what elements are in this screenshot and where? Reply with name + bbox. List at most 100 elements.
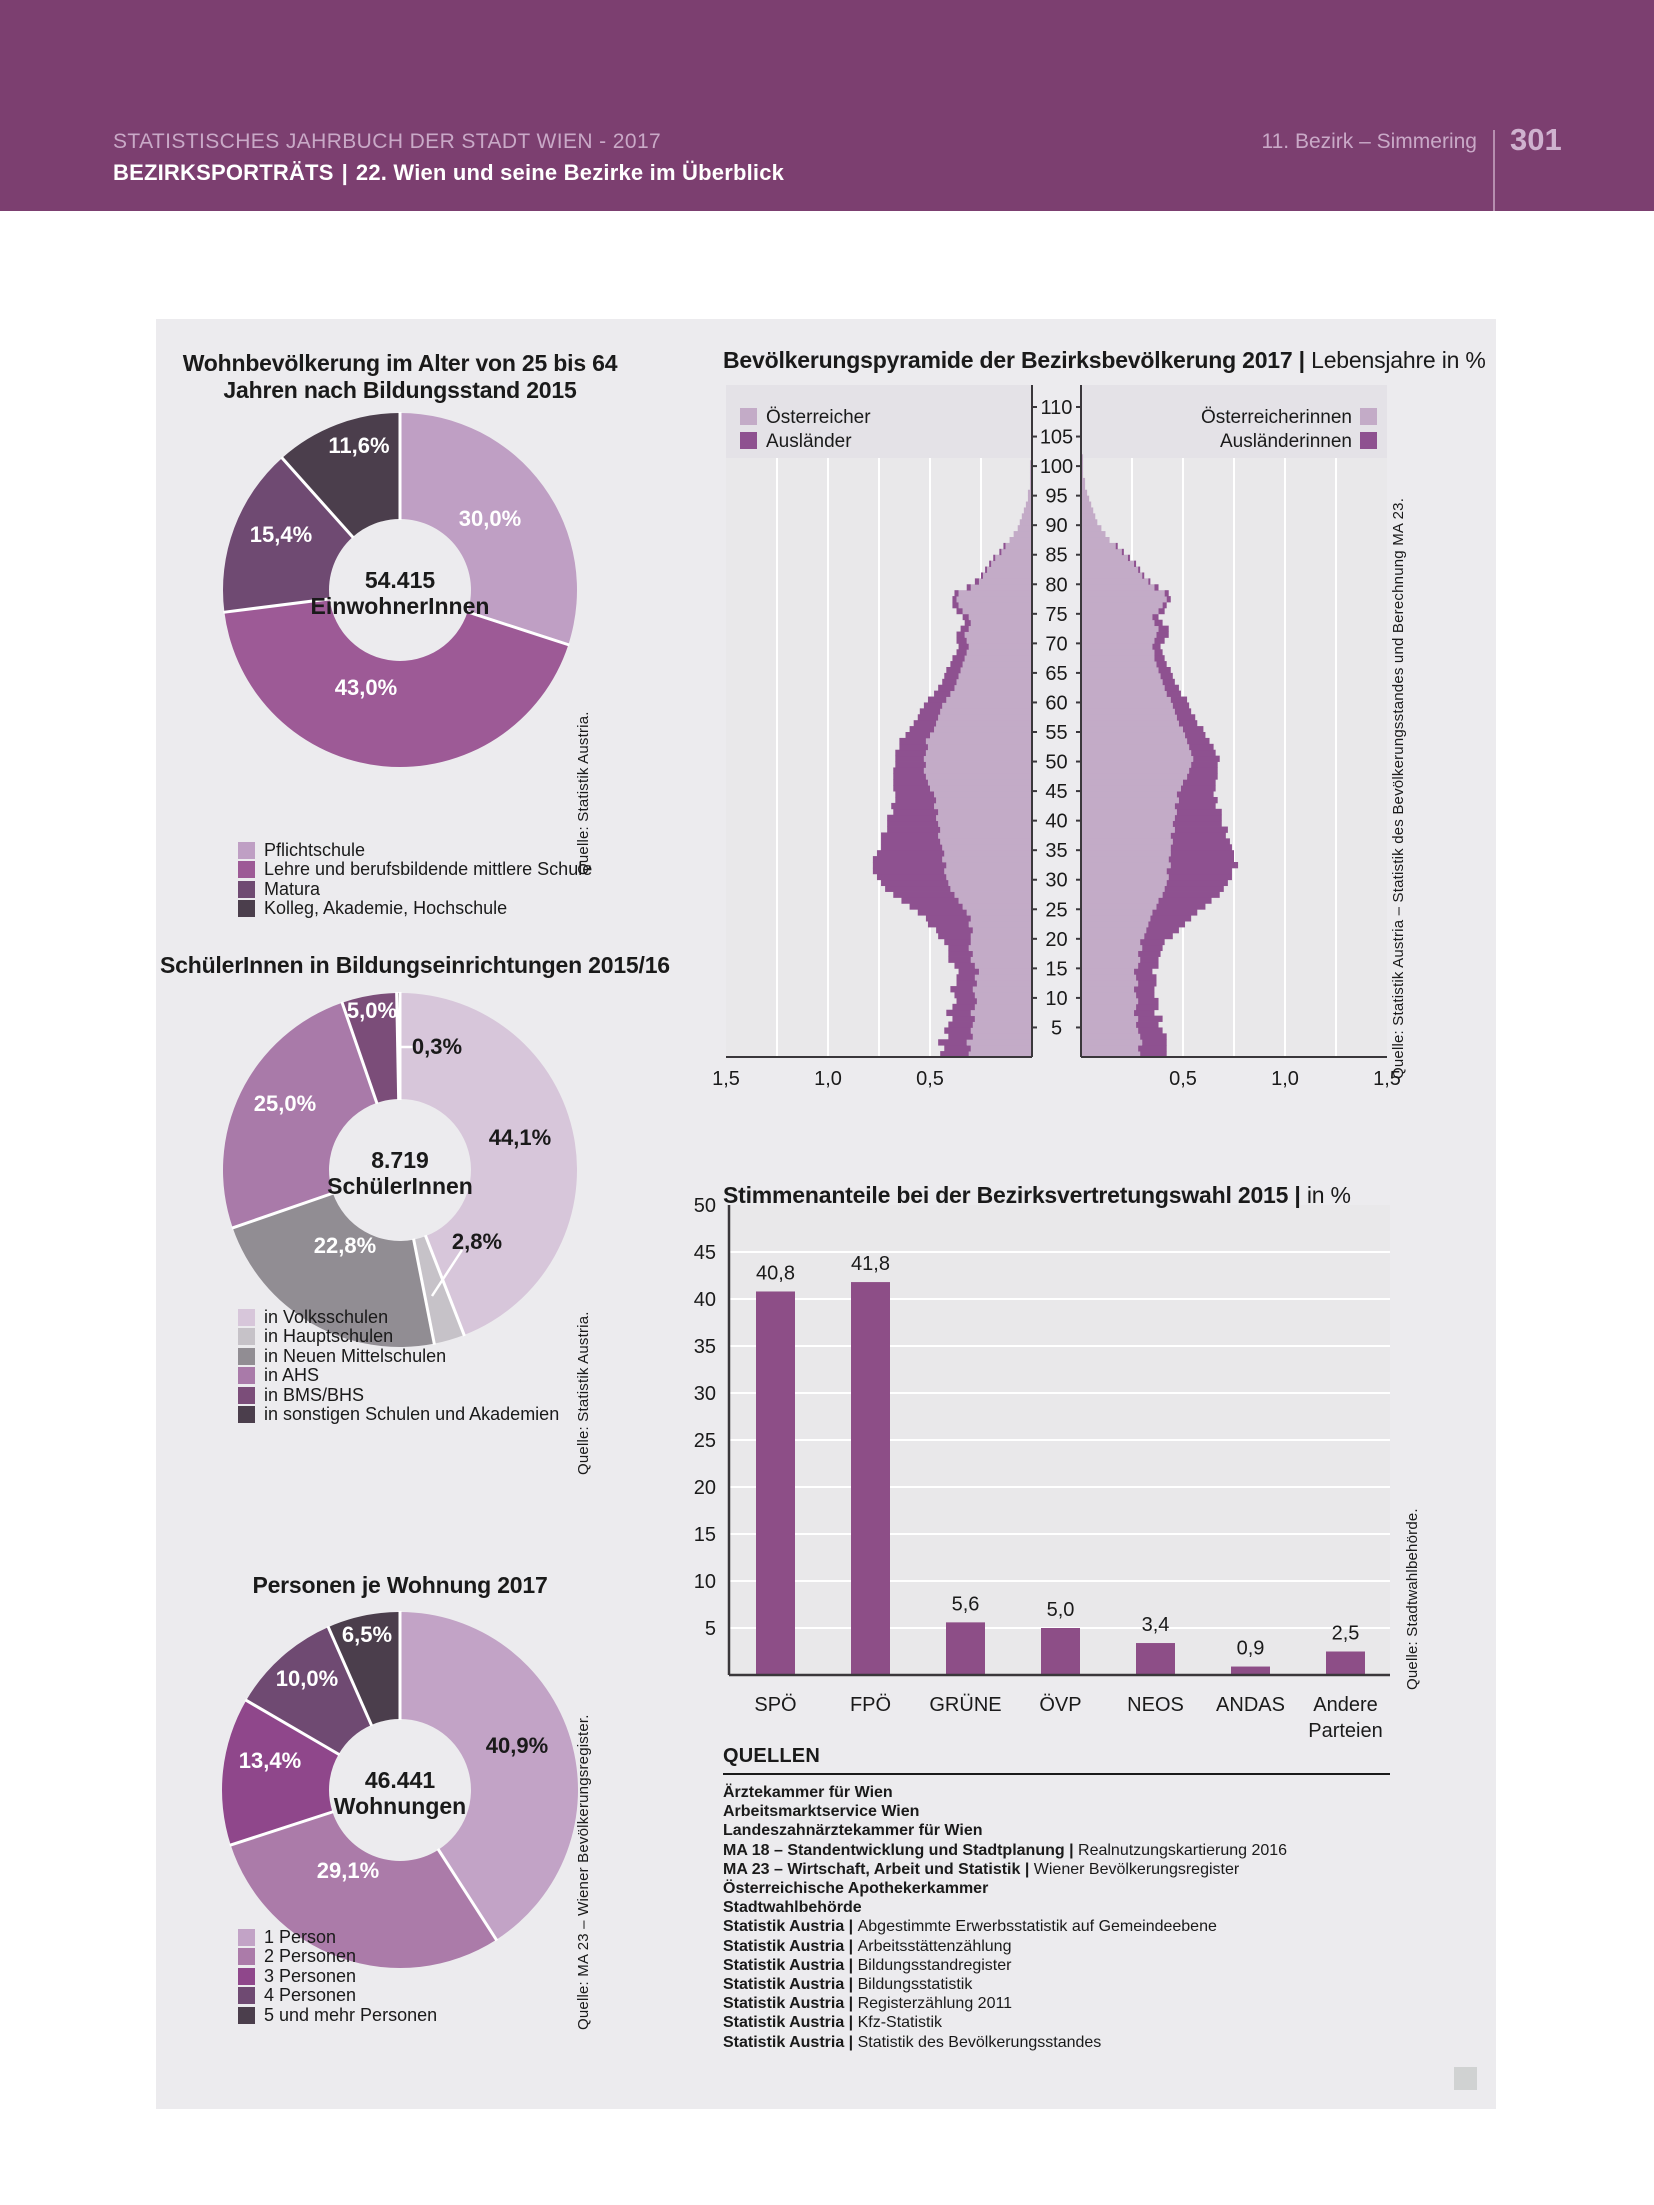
source-entry: Arbeitsmarktservice Wien <box>723 1802 1403 1821</box>
election-value-label: 2,5 <box>1332 1623 1360 1645</box>
source-entry: Landeszahnärztekammer für Wien <box>723 1821 1403 1840</box>
source-entry-name: Landeszahnärztekammer für Wien <box>723 1822 983 1840</box>
election-bar-FPÖ <box>851 1282 890 1675</box>
source-entry-name: MA 23 – Wirtschaft, Arbeit und Statistik <box>723 1860 1021 1878</box>
household-slice-separator <box>244 1698 341 1757</box>
chapter-title: BEZIRKSPORTRÄTS | 22. Wien und seine Bezir… <box>113 160 784 186</box>
household-legend-item: 2 Personen <box>238 1946 356 1966</box>
page-header: STATISTISCHES JAHRBUCH DER STADT WIEN - … <box>0 0 1654 211</box>
pyramid-legend-swatch <box>740 432 757 449</box>
schools-center-value: 8.719 <box>371 1147 429 1173</box>
pyramid-age-label: 100 <box>1040 456 1073 478</box>
household-center-value: 46.441 <box>365 1767 436 1793</box>
education-center-label: EinwohnerInnen <box>311 593 490 619</box>
legend-swatch <box>238 841 255 859</box>
legend-label: 5 und mehr Personen <box>264 2004 438 2025</box>
source-entry-name: Statistik Austria <box>723 2033 845 2051</box>
schools-chart-title: SchülerInnen in Bildungseinrichtungen 20… <box>160 952 670 978</box>
education-slice-2 <box>223 457 353 613</box>
schools-slice-2 <box>232 1193 435 1348</box>
legend-swatch <box>238 1987 255 2004</box>
source-entry-name: Österreichische Apothekerkammer <box>723 1880 989 1898</box>
household-slice-3 <box>246 1627 372 1755</box>
schools-value-label-2: 22,8% <box>314 1233 376 1258</box>
schools-legend-item: in Neuen Mittelschulen <box>238 1345 447 1366</box>
legend-swatch <box>238 900 255 917</box>
pyramid-age-label: 75 <box>1045 604 1067 626</box>
source-entry-detail: Arbeitsstättenzählung <box>857 1937 1012 1955</box>
household-center-label: Wohnungen <box>334 1793 466 1819</box>
schools-slice-3 <box>223 1002 377 1228</box>
pyramid-age-label: 110 <box>1041 397 1073 419</box>
education-slice-0 <box>400 413 577 645</box>
pyramid-source: Quelle: Statistik Austria – Statistik de… <box>1390 497 1407 1079</box>
legend-label: 3 Personen <box>264 1965 357 1986</box>
pyramid-age-label: 5 <box>1051 1017 1062 1039</box>
pyramid-legend-band-right <box>1081 385 1387 458</box>
pyramid-age-label: 40 <box>1045 811 1067 833</box>
education-center-value: 54.415 <box>365 567 436 593</box>
election-bar-ANDAS <box>1231 1666 1270 1675</box>
pyramid-xtick: 0,5 <box>916 1068 944 1090</box>
pyramid-xtick: 0,5 <box>1169 1068 1197 1090</box>
pyramid-chart-title: Bevölkerungspyramide der Bezirksbevölker… <box>723 347 1486 374</box>
legend-label: Lehre und berufsbildende mittlere Schule <box>264 859 593 879</box>
schools-slice-0 <box>400 993 577 1335</box>
source-entry: Statistik Austria | Kfz-Statistik <box>723 2013 1403 2032</box>
source-entry-name: Statistik Austria <box>723 1995 845 2013</box>
election-bar-GRÜNE <box>946 1622 985 1675</box>
page-number: 301 <box>1510 122 1562 157</box>
legend-label: in BMS/BHS <box>264 1384 365 1405</box>
legend-label: in Neuen Mittelschulen <box>264 1345 447 1366</box>
pyramid-age-label: 25 <box>1045 899 1067 921</box>
source-entry-detail: Bildungsstandregister <box>857 1956 1012 1974</box>
schools-legend-item: in Volksschulen <box>238 1307 388 1327</box>
household-slice-separator <box>326 1625 374 1727</box>
legend-swatch <box>238 1406 255 1423</box>
source-entry-pipe: | <box>844 1995 858 2013</box>
legend-label: Matura <box>264 878 321 899</box>
pyramid-age-label: 35 <box>1045 840 1067 862</box>
education-value-label-2: 15,4% <box>250 522 312 547</box>
source-entry: MA 18 – Standentwicklung und Stadtplanun… <box>723 1841 1403 1860</box>
source-entry-detail: Abgestimmte Erwerbsstatistik auf Gemeind… <box>857 1918 1217 1936</box>
election-chart-title: Stimmenanteile bei der Bezirksvertretung… <box>723 1182 1351 1209</box>
schools-slice-separator <box>423 1234 466 1337</box>
household-slice-separator <box>436 1848 499 1942</box>
pyramid-bars <box>872 454 1239 1058</box>
pyramid-xtick: 1,5 <box>1373 1068 1401 1090</box>
source-entry: Statistik Austria | Arbeitsstättenzählun… <box>723 1937 1403 1956</box>
source-entry-detail: Kfz-Statistik <box>857 2014 943 2032</box>
legend-label: in AHS <box>264 1365 320 1385</box>
pipe-separator: | <box>341 160 348 185</box>
source-entry-detail: Wiener Bevölkerungsregister <box>1033 1860 1240 1878</box>
charts-canvas: 30,0% 43,0% 15,4% 11,6% 54.415EinwohnerInnen… <box>222 385 1401 1968</box>
source-entry-name: Stadtwahlbehörde <box>723 1899 862 1917</box>
source-entry-pipe: | <box>1020 1860 1034 1878</box>
election-ytick: 40 <box>694 1289 716 1311</box>
schools-legend-item: in Hauptschulen <box>238 1326 393 1346</box>
source-entry-pipe: | <box>844 1956 858 1974</box>
education-legend-item: Matura <box>238 878 321 899</box>
source-entry-pipe: | <box>844 1937 858 1955</box>
source-entry: Statistik Austria | Statistik des Bevölk… <box>723 2033 1403 2052</box>
source-entry: Österreichische Apothekerkammer <box>723 1879 1403 1898</box>
legend-swatch <box>238 1347 255 1365</box>
legend-swatch <box>238 1367 255 1384</box>
schools-center-label: SchülerInnen <box>327 1173 473 1199</box>
source-entry-name: Statistik Austria <box>723 1937 845 1955</box>
schools-slice-separator <box>340 1001 379 1105</box>
election-source: Quelle: Stadtwahlbehörde. <box>1404 1508 1421 1690</box>
pyramid-legend-label: Österreicherinnen <box>1201 407 1352 428</box>
legend-swatch <box>238 1948 255 1965</box>
household-source: Quelle: MA 23 – Wiener Bevölkerungsregis… <box>575 1714 592 2030</box>
pyramid-age-label: 55 <box>1045 722 1067 744</box>
schools-legend-item: in BMS/BHS <box>238 1384 365 1405</box>
quellen-list: Ärztekammer für Wien Arbeitsmarktservice … <box>723 1783 1403 2052</box>
election-category-label: ANDAS <box>1216 1694 1285 1716</box>
pyramid-age-label: 10 <box>1045 988 1067 1010</box>
legend-label: 1 Person <box>264 1926 337 1947</box>
household-legend-item: 3 Personen <box>238 1965 357 1986</box>
schools-slice-separator <box>395 992 401 1101</box>
